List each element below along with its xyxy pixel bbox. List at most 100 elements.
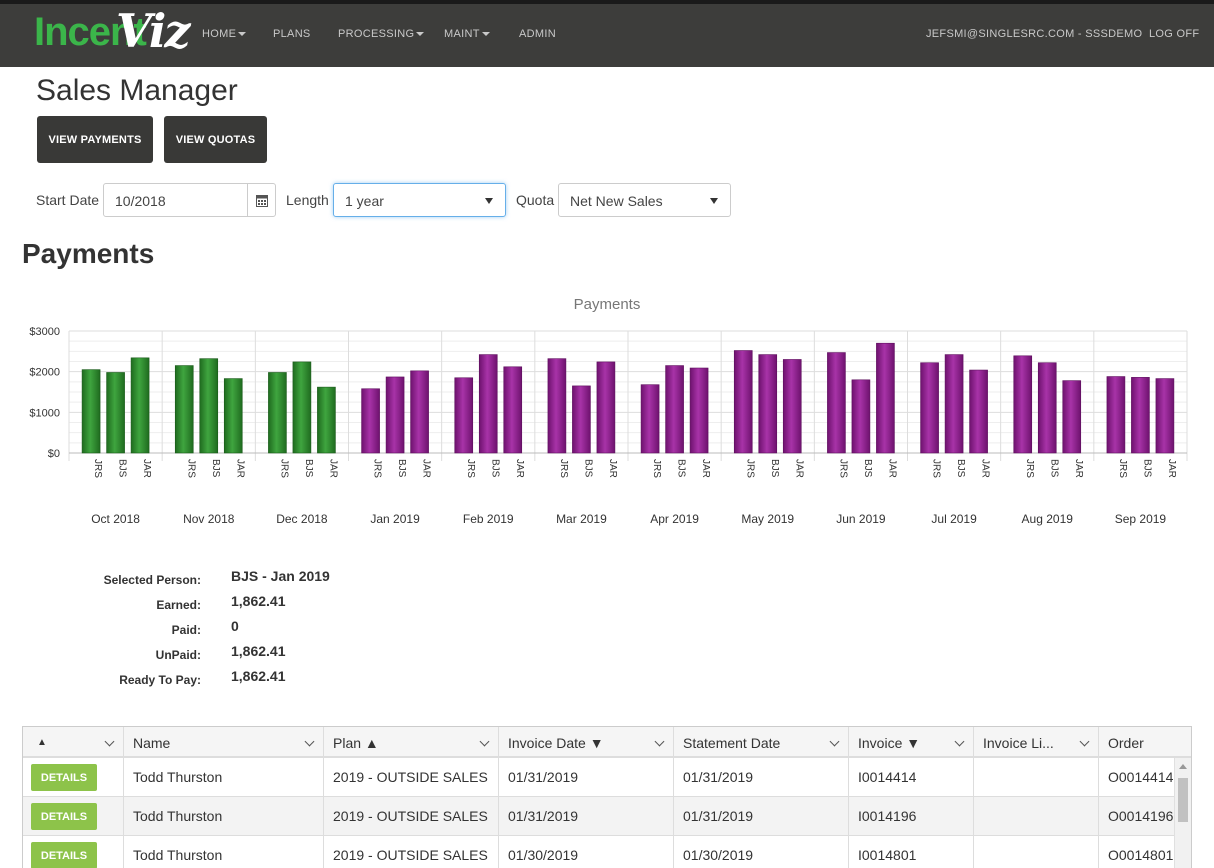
chevron-down-icon[interactable] [654,736,665,747]
length-select[interactable]: 1 year [333,183,506,217]
x-group-label: Jan 2019 [370,512,420,526]
bar-jrs-oct-2018 [81,369,101,454]
x-group-label: Mar 2019 [556,512,607,526]
details-button[interactable]: DETAILS [31,803,97,830]
column-header-plan[interactable]: Plan ▲ [324,727,499,758]
nav-plans[interactable]: PLANS [273,28,311,40]
bar-jar-mar-2019 [596,361,616,454]
column-header-invoice-date[interactable]: Invoice Date ▼ [499,727,674,758]
length-value: 1 year [345,193,384,209]
calendar-icon[interactable] [247,184,275,216]
x-person-label: BJS [582,459,593,478]
x-person-label: JAR [514,459,525,478]
bar-jrs-apr-2019 [640,384,660,454]
chevron-down-icon[interactable] [304,736,315,747]
table-row: DETAILS Todd Thurston 2019 - OUTSIDE SAL… [23,836,1175,868]
length-label: Length [286,192,329,208]
chevron-down-icon[interactable] [954,736,965,747]
chevron-down-icon[interactable] [1079,736,1090,747]
column-header-invoice[interactable]: Invoice ▼ [849,727,974,758]
bar-bjs-oct-2018 [106,372,125,454]
cell-invoice-date: 01/31/2019 [508,769,579,785]
x-group-label: Sep 2019 [1115,512,1167,526]
x-person-label: JRS [185,459,196,478]
x-person-label: JAR [886,459,897,478]
x-person-label: BJS [1141,459,1152,478]
y-tick-label: $3000 [29,326,60,338]
bar-jar-jan-2019 [410,370,429,454]
chevron-down-icon[interactable] [104,736,115,747]
cell-invoice: I0014196 [858,808,917,824]
chevron-down-icon[interactable] [479,736,490,747]
bar-jar-sep-2019 [1155,378,1175,454]
y-tick-label: $1000 [29,407,60,419]
nav-home[interactable]: HOME [202,28,247,40]
x-person-label: JAR [327,459,338,478]
x-person-label: JAR [980,459,991,478]
bar-jar-jul-2019 [969,369,988,454]
nav-maint[interactable]: MAINT [444,28,490,40]
bar-bjs-apr-2019 [665,365,684,454]
x-group-label: Jul 2019 [931,512,977,526]
nav-processing[interactable]: PROCESSING [338,28,425,40]
x-person-label: BJS [489,459,500,478]
dropdown-arrow-icon [485,198,493,204]
x-person-label: JRS [558,459,569,478]
user-account-link[interactable]: JEFSMI@SINGLESRC.COM - SSSDEMO [926,28,1143,40]
cell-invoice: I0014801 [858,847,917,863]
bar-bjs-sep-2019 [1131,377,1150,454]
view-quotas-button[interactable]: VIEW QUOTAS [164,116,267,163]
nav-admin[interactable]: ADMIN [519,28,556,40]
x-group-label: Jun 2019 [836,512,886,526]
logo-text-incent: Incent [34,10,147,54]
x-person-label: BJS [1048,459,1059,478]
top-navbar: Incent Viz HOME PLANS PROCESSING MAINT A… [0,0,1214,67]
quota-select[interactable]: Net New Sales [558,183,731,217]
column-header-statement-date[interactable]: Statement Date [674,727,849,758]
incentviz-logo[interactable]: Incent Viz [34,4,194,66]
x-person-label: JRS [1024,459,1035,478]
x-person-label: BJS [396,459,407,478]
start-date-input[interactable]: 10/2018 [103,183,276,217]
page-title: Sales Manager [36,74,238,107]
chevron-down-icon [238,32,247,37]
selected-person-label: Selected Person: [103,573,201,587]
grid-scrollbar[interactable] [1174,758,1191,868]
bar-jrs-dec-2018 [268,372,287,454]
cell-invoice-date: 01/31/2019 [508,808,579,824]
x-person-label: BJS [303,459,314,478]
details-button[interactable]: DETAILS [31,842,97,868]
table-row: DETAILS Todd Thurston 2019 - OUTSIDE SAL… [23,797,1175,836]
cell-statement-date: 01/31/2019 [683,808,754,824]
scrollbar-thumb[interactable] [1178,778,1188,822]
x-person-label: JAR [234,459,245,478]
bar-jar-aug-2019 [1062,380,1082,454]
view-payments-button[interactable]: VIEW PAYMENTS [37,116,153,163]
column-header-select[interactable]: ▲ [23,727,124,758]
paid-value: 0 [231,618,239,634]
payments-chart: Payments $0 $1000 $2000 $3000 JRS BJS JAR Oct 20… [29,296,1188,526]
bar-jar-dec-2018 [317,386,336,454]
payments-section-title: Payments [22,238,155,269]
bar-jar-may-2019 [782,359,802,454]
bar-jrs-sep-2019 [1106,376,1126,454]
details-button[interactable]: DETAILS [31,764,97,791]
logoff-link[interactable]: LOG OFF [1149,28,1200,40]
column-header-name[interactable]: Name [124,727,324,758]
cell-name: Todd Thurston [133,769,223,785]
x-person-label: JAR [607,459,618,478]
cell-name: Todd Thurston [133,808,223,824]
x-person-label: JRS [465,459,476,478]
column-header-order[interactable]: Order [1108,735,1144,751]
chevron-down-icon[interactable] [829,736,840,747]
x-group-label: Dec 2018 [276,512,328,526]
bar-jrs-jun-2019 [827,352,846,454]
column-header-invoice-line[interactable]: Invoice Li... [974,727,1099,758]
x-person-label: JAR [421,459,432,478]
x-person-label: JRS [92,459,103,478]
x-person-label: JAR [141,459,152,478]
x-group-label: May 2019 [741,512,794,526]
x-group-label: Apr 2019 [650,512,699,526]
scroll-up-icon[interactable] [1179,764,1187,769]
x-person-label: BJS [769,459,780,478]
